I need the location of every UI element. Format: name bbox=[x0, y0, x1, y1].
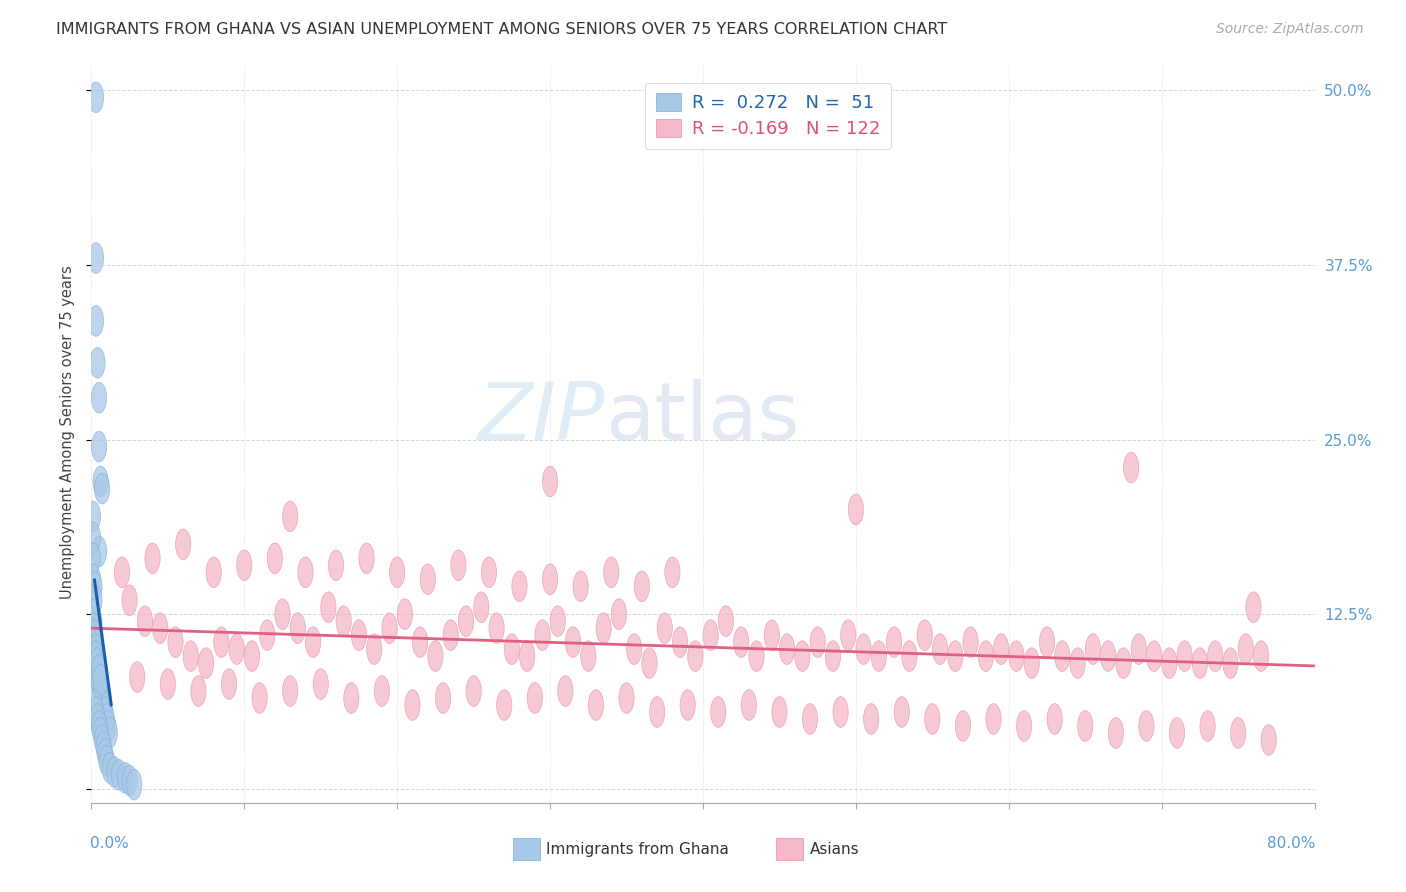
Bar bbox=[776, 838, 803, 860]
Bar bbox=[513, 838, 540, 860]
Text: atlas: atlas bbox=[605, 379, 800, 457]
Text: 0.0%: 0.0% bbox=[90, 836, 129, 851]
Text: Asians: Asians bbox=[810, 842, 859, 857]
Y-axis label: Unemployment Among Seniors over 75 years: Unemployment Among Seniors over 75 years bbox=[60, 266, 76, 599]
Text: 80.0%: 80.0% bbox=[1267, 836, 1316, 851]
Text: ZIP: ZIP bbox=[478, 379, 605, 457]
Legend: R =  0.272   N =  51, R = -0.169   N = 122: R = 0.272 N = 51, R = -0.169 N = 122 bbox=[645, 83, 891, 149]
Text: IMMIGRANTS FROM GHANA VS ASIAN UNEMPLOYMENT AMONG SENIORS OVER 75 YEARS CORRELAT: IMMIGRANTS FROM GHANA VS ASIAN UNEMPLOYM… bbox=[56, 22, 948, 37]
Text: Immigrants from Ghana: Immigrants from Ghana bbox=[547, 842, 730, 857]
Text: Source: ZipAtlas.com: Source: ZipAtlas.com bbox=[1216, 22, 1364, 37]
